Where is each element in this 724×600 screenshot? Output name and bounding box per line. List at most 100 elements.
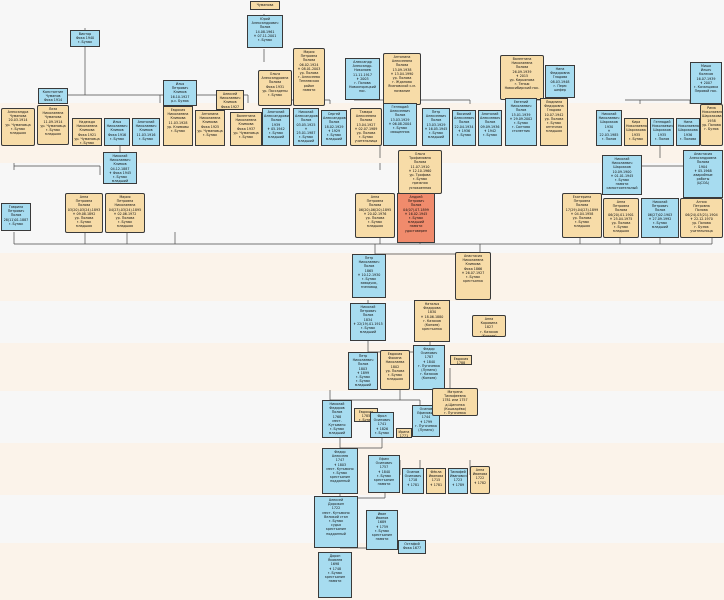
person-text: Анатолий Александрович Полов 1939 ✝ 05.1… [264, 110, 290, 140]
person-card[interactable]: Петр Николаевич Полов 1865 ✝ 10.12.1930 … [352, 254, 386, 298]
person-text: Илья Николаевич Климов Фока 1916 г. Бузю… [106, 120, 128, 141]
person-text: Рима Николаевна Шархакова 1938 ур. Полов… [702, 106, 723, 132]
person-card[interactable]: Тимофей Иванович 1723 ✝ 1789 [448, 468, 468, 494]
person-card[interactable]: Матрена Тимофеевна 1781 или 1757 д.Щипин… [432, 388, 478, 416]
person-card[interactable]: Геннадий Николаевич Шархаков 1935 г. Пол… [650, 118, 674, 146]
person-text: Антонина Николаевна Климова Фока 1925 ур… [197, 112, 223, 138]
generation-band [0, 543, 724, 600]
person-text: Илья Петрович Климов 16.10.1927 р.с. Буз… [170, 82, 190, 103]
person-text: Миша Ильич Колесов 16.07.1939 ✝ 2007 г. … [693, 64, 719, 94]
person-text: Анна Иванова 1722 ✝ 1782 [472, 468, 488, 485]
person-text: Лиза Николаевна Чуманова 11.09.1914 ур. … [40, 107, 66, 137]
person-card[interactable]: Ефим Осипович 1757 ✝ 1840 г. Бузюк крест… [368, 455, 400, 493]
person-card[interactable]: Николай Александрович Полов 03.05.1925 ✝… [293, 108, 319, 146]
person-text: Анастасия Николаевна Климова Фока 1866 ✝… [461, 254, 485, 284]
person-card[interactable]: Анатолий Алексеевич Полов 09.09.1936 ✝ 1… [478, 110, 502, 146]
person-card[interactable]: Иван Иванов 1689 ✝ 1759 г. Бузюк крестья… [366, 510, 398, 550]
person-text: Чуманова [256, 3, 274, 7]
person-text: Николай Федоров Полов 1768 мест. Кутьмин… [328, 402, 346, 436]
person-card[interactable]: Анатолий Николаевич Климов 11.03.1916 г.… [132, 118, 160, 146]
person-card[interactable]: Илья Николаевич Климов Фока 1916 г. Бузю… [104, 118, 130, 146]
person-card[interactable]: Федор Алексеев 1747 ✝ 1803 мест. Кутьмин… [322, 448, 358, 494]
person-card[interactable]: Наталья Федорова 1830 ✝ 18.06.1880 г. Ка… [414, 300, 450, 342]
person-card[interactable]: Александра Чуманова 20.03.1914 ур. Чуман… [1, 108, 35, 146]
person-card[interactable]: Нина Федоровна Гладова 08.03.1948 г. Пер… [545, 65, 575, 98]
person-card[interactable]: Петр Алексеевич Полов 13.03.1929 ✝ 16.05… [422, 108, 450, 146]
person-text: Надежда Николаевна Климова Фока 1921 ур.… [74, 120, 100, 146]
person-card[interactable]: Валентина Николаевна Климова Фока 1937 у… [230, 112, 262, 146]
person-card[interactable]: Фрол Осипович 1741 ✝ 1826 г. Бузюк [370, 412, 394, 438]
person-text: Ольга Александровна Полова Фока 1931 ур.… [261, 72, 289, 98]
person-card[interactable]: Алексей Дорожин 1722 мест. Кутьмино Вели… [314, 496, 358, 548]
person-card[interactable]: Николай Федоров Полов 1768 мест. Кутьмин… [322, 400, 352, 438]
person-card[interactable]: Остафий Фока 1677 [398, 540, 426, 554]
person-card[interactable]: Екатерина Петровна Полова 17(29).04(23).… [562, 193, 602, 238]
person-card[interactable]: Николай Петрович Полов 06(27)02.1903 ✝ 2… [641, 198, 679, 238]
person-card[interactable]: Валентина Николаевна Полова 26.09.1939 ✝… [500, 55, 544, 100]
person-card[interactable]: Юрий Александрович Полов 14.08.1961 ✝ 07… [247, 15, 283, 48]
person-text: Евгений Николаевич Полов 15.01.1939 ✝ 29… [509, 100, 533, 134]
person-card[interactable]: Чуманова [250, 1, 280, 10]
person-card[interactable]: Надежда Николаевна Климова Фока 1921 ур.… [72, 118, 102, 146]
person-card[interactable]: Людмила Федоровна Гладова 10.07.1942 ур.… [540, 98, 568, 146]
person-card[interactable]: Николай Николаевич Шархаков 10.09.1900 ✝… [602, 155, 642, 195]
person-card[interactable]: Рима Николаевна Шархакова 1938 ур. Полов… [700, 104, 723, 146]
person-text: Алексей Николаевич Климов Фока 1927 г. Б… [219, 92, 241, 109]
person-card[interactable]: Анна Иванова 1722 ✝ 1782 [470, 466, 490, 494]
person-card[interactable]: Николай Николаевич Климов 04.12.1887 ✝ Ф… [103, 152, 137, 184]
person-card[interactable]: Петр Николаевич Полов 1803 ✝ 1899 г. Буз… [348, 352, 378, 390]
person-card[interactable]: Виктор Фока 1940 г. Бузюк [70, 30, 100, 47]
person-card[interactable]: Илья Петрович Климов 16.10.1927 р.с. Буз… [163, 80, 197, 106]
person-card[interactable]: Евдокия 1788 [450, 355, 472, 365]
person-card[interactable]: Ольга Трофимовна Полова 11.07.1910 ✝ 12.… [398, 150, 442, 194]
person-card[interactable]: Федор Осипович 1787 ✝ 1840 г. Пугачевка … [413, 345, 445, 390]
person-text: Гаврила Петрович Полов 28(11)01.1887 г. … [3, 205, 29, 226]
person-card[interactable]: Мария Петровна Николаевна 04(23).03(24).… [105, 193, 145, 233]
person-card[interactable]: Фёкла Иванова 1715 ✝ 1781 [426, 468, 446, 494]
person-card[interactable]: Агния Петровна Полова 06(24).03(21).1904… [680, 198, 723, 238]
person-text: Осипов Осипович 1718 ✝ 1781 [404, 470, 422, 487]
person-card[interactable]: Константин Чуманов Фока 1914 [38, 88, 68, 104]
person-card[interactable]: Николай Николаевич Шархаков 1930 ✝ 22.03… [596, 110, 622, 146]
person-card[interactable]: Тамара Алексеевна Полова 13.04.1927 ✝ 02… [350, 108, 382, 146]
person-card[interactable]: Кира Николаевна Шархакова 1935 г. Бузюк [624, 118, 648, 146]
person-text: Николай Петрович Полов 06(27)02.1903 ✝ 2… [647, 200, 673, 230]
person-card[interactable]: Анатолий Александрович Полов 1939 ✝ 05.1… [262, 108, 290, 146]
person-card[interactable]: Николай Петрович Полов 1834 ✝ 22(19).01.… [350, 303, 386, 341]
person-card[interactable]: Дорон Яковлев 1698 ✝ 1748 г. Бузюк крест… [318, 552, 352, 598]
person-card[interactable]: Нина Николаевна Шархакова 1936 г. Полова [676, 118, 700, 146]
person-text: Мария Петровна Полова 06.02.1924 ✝ 08.01… [297, 50, 321, 92]
person-text: Андрей Петрович Полов 04(07).07.1899 ✝ 1… [403, 195, 429, 233]
person-card[interactable]: Алексей Николаевич Климов Фока 1927 г. Б… [216, 90, 244, 110]
person-card[interactable]: Анастасия Александровна Полова 1904 ✝ 05… [683, 150, 723, 198]
person-card[interactable]: Антонина Николаевна Климова Фока 1925 ур… [195, 110, 225, 146]
person-card[interactable]: Анастасия Николаевна Климова Фока 1866 ✝… [455, 252, 491, 300]
person-text: Евдокия Фокина Николаева 1802 ур. Полова… [385, 352, 405, 382]
person-card[interactable]: Александр Александр. Николаев 11.11.1917… [345, 58, 380, 100]
person-card[interactable]: Анна Петровна Полова 06(20).01.1901 ✝ 25… [603, 198, 639, 238]
person-card-highlighted[interactable]: Андрей Петрович Полов 04(07).07.1899 ✝ 1… [397, 193, 435, 243]
person-text: Николай Петрович Полов 1834 ✝ 22(19).01.… [353, 305, 383, 335]
person-card[interactable]: Анна Петровна Полова 06(20).06(20).1895 … [355, 193, 395, 238]
generation-band [0, 443, 724, 495]
person-card[interactable]: Евгений Николаевич Полов 15.01.1939 ✝ 29… [505, 98, 537, 146]
person-card[interactable]: Антонина Алексеевна Полова 13.09.1938 ✝ … [383, 53, 421, 105]
person-card[interactable]: Евдокия Фокина Николаева 1802 ур. Полова… [380, 350, 410, 390]
person-card[interactable]: Сергей Александрович Полов 18.02.1929 ✝ … [321, 110, 347, 146]
person-card[interactable]: Евдокия Николаевна Климова 11.03.1928 ур… [163, 106, 193, 146]
person-card[interactable]: Гаврила Петрович Полов 28(11)01.1887 г. … [1, 203, 31, 231]
person-text: Матрена Тимофеевна 1781 или 1757 д.Щипин… [442, 390, 468, 416]
person-card[interactable]: Геннадий Алексеевич Полов 13.03.1929 ✝ 0… [383, 103, 417, 146]
person-card[interactable]: Василий Алексеевич Полов 22.04.1934 ✝ 19… [452, 110, 476, 146]
person-card[interactable]: Анна Коровина 1827 г. Казахов (Копяев) [472, 315, 506, 337]
person-card[interactable]: Осипов Осипович 1718 ✝ 1781 [402, 468, 424, 494]
person-card[interactable]: Миша Ильич Колесов 16.07.1939 ✝ 2007 г. … [690, 62, 722, 104]
person-text: Петр Николаевич Полов 1803 ✝ 1899 г. Буз… [352, 354, 374, 388]
person-card[interactable]: Мария Петровна Полова 06.02.1924 ✝ 08.01… [293, 48, 325, 106]
person-card[interactable]: Ольга Александровна Полова Фока 1931 ур.… [258, 70, 292, 106]
person-text: Дорон Яковлев 1698 ✝ 1748 г. Бузюк крест… [324, 554, 346, 584]
person-card[interactable]: Ирина 1771 [396, 428, 412, 438]
person-card[interactable]: Лиза Николаевна Чуманова 11.09.1914 ур. … [37, 105, 69, 145]
person-text: Николай Александрович Полов 03.05.1925 ✝… [295, 110, 318, 144]
person-card[interactable]: Анна Петровна Полова 03(20).03(24).1893 … [65, 193, 103, 233]
